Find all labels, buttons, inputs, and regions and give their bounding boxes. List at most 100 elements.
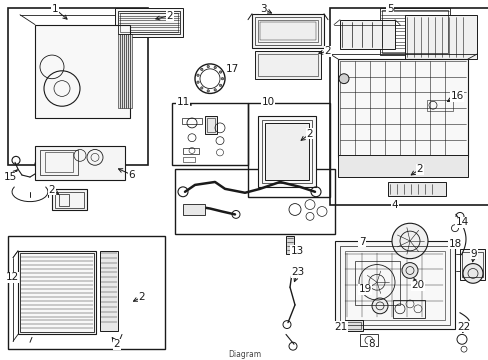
Bar	[59, 194, 69, 206]
Text: 13: 13	[290, 246, 303, 256]
Bar	[339, 20, 394, 49]
Circle shape	[371, 298, 387, 314]
Bar	[359, 291, 434, 321]
Bar	[379, 8, 449, 55]
Bar	[35, 24, 130, 118]
Bar	[359, 334, 377, 346]
Text: 20: 20	[410, 280, 424, 290]
Text: 2: 2	[139, 292, 145, 302]
Bar	[337, 156, 467, 177]
Text: 21: 21	[334, 321, 347, 332]
Bar	[206, 118, 215, 132]
Bar	[258, 20, 317, 42]
Bar	[459, 249, 484, 280]
Circle shape	[219, 84, 221, 86]
Text: 14: 14	[454, 217, 468, 227]
Text: 10: 10	[261, 97, 274, 107]
Bar	[128, 35, 129, 108]
Text: 18: 18	[447, 239, 461, 249]
Bar	[285, 236, 293, 254]
Bar	[251, 14, 324, 48]
Circle shape	[391, 223, 427, 259]
Circle shape	[196, 74, 199, 76]
Text: 22: 22	[456, 321, 469, 332]
Bar	[55, 192, 84, 207]
Text: 3: 3	[259, 4, 266, 14]
Bar	[204, 116, 217, 134]
Text: 19: 19	[358, 284, 371, 294]
Bar	[115, 8, 183, 37]
Circle shape	[200, 68, 203, 71]
Bar	[52, 189, 87, 211]
Bar	[126, 35, 127, 108]
Text: 5: 5	[386, 4, 392, 14]
Text: 12: 12	[5, 273, 19, 282]
Bar	[118, 11, 180, 35]
Text: 16: 16	[449, 91, 463, 102]
Text: 2: 2	[306, 129, 313, 139]
Text: 2: 2	[166, 11, 173, 21]
Bar	[20, 253, 94, 332]
Bar	[182, 118, 202, 124]
Circle shape	[214, 66, 216, 69]
Text: 2: 2	[416, 164, 423, 174]
Bar	[254, 51, 320, 79]
Bar	[120, 35, 121, 108]
Bar	[260, 22, 315, 40]
Text: 15: 15	[3, 172, 17, 182]
Bar	[264, 123, 308, 180]
Circle shape	[462, 264, 482, 283]
Text: 2: 2	[49, 185, 55, 195]
Bar	[122, 35, 123, 108]
Circle shape	[401, 262, 417, 278]
Circle shape	[338, 74, 348, 84]
Bar	[130, 35, 131, 108]
Bar	[354, 261, 399, 305]
Bar	[339, 246, 449, 325]
Bar	[258, 54, 317, 76]
Bar	[175, 169, 334, 234]
Bar	[258, 116, 315, 187]
Text: Diagram: Diagram	[227, 350, 261, 359]
Bar	[387, 182, 445, 196]
Bar	[100, 251, 118, 332]
Bar	[183, 204, 204, 215]
Bar	[124, 35, 125, 108]
Bar	[426, 100, 452, 111]
Bar	[334, 241, 454, 329]
Bar	[346, 321, 360, 329]
Bar	[45, 152, 73, 172]
Text: 2: 2	[113, 339, 120, 349]
Bar	[254, 17, 320, 45]
Text: 1: 1	[52, 4, 58, 14]
Bar	[392, 300, 424, 318]
Bar	[262, 120, 311, 183]
Bar	[345, 320, 362, 332]
Bar	[118, 35, 119, 108]
Circle shape	[206, 90, 209, 92]
Text: 11: 11	[176, 97, 189, 107]
Bar	[18, 251, 96, 334]
Bar	[424, 98, 454, 113]
Text: 7: 7	[358, 237, 365, 247]
Text: 17: 17	[225, 64, 238, 74]
Text: 2: 2	[324, 46, 331, 56]
Text: 8: 8	[368, 339, 375, 349]
Bar	[247, 103, 329, 197]
Bar	[35, 145, 125, 180]
Circle shape	[200, 87, 203, 89]
Text: 4: 4	[391, 199, 398, 210]
Bar	[345, 251, 444, 320]
Bar	[461, 252, 482, 277]
Text: 6: 6	[128, 170, 135, 180]
Bar	[183, 148, 199, 154]
Circle shape	[196, 81, 199, 83]
Bar	[404, 15, 476, 59]
Bar	[8, 8, 148, 165]
Text: 23: 23	[291, 267, 304, 278]
Circle shape	[221, 77, 223, 80]
Bar	[8, 236, 164, 349]
Bar	[40, 149, 78, 175]
Circle shape	[214, 89, 216, 91]
Bar	[183, 157, 195, 162]
